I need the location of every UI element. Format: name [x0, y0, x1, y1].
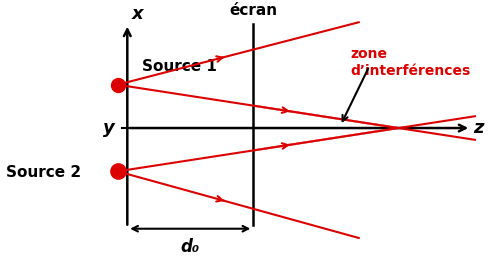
Text: Source 1: Source 1 — [142, 59, 217, 74]
Text: x: x — [132, 5, 144, 23]
Text: y: y — [103, 119, 115, 137]
Text: Source 2: Source 2 — [6, 165, 81, 180]
Text: d’interférences: d’interférences — [350, 64, 470, 78]
Text: zone: zone — [350, 47, 387, 61]
Text: z: z — [474, 119, 484, 137]
Polygon shape — [253, 106, 399, 150]
Text: d₀: d₀ — [181, 238, 200, 256]
Text: écran: écran — [229, 3, 277, 18]
